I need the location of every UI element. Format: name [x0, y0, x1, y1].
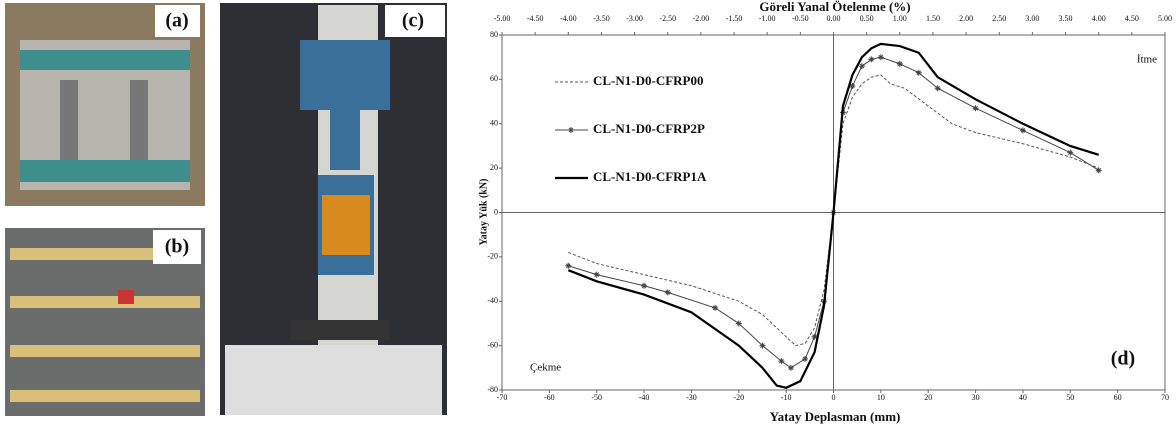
- y-tick-label: 0: [494, 207, 498, 216]
- y-tick-label: -20: [487, 252, 498, 261]
- legend-label: CL-N1-D0-CFRP2P: [593, 121, 705, 136]
- x2-tick-label: 5.00: [1158, 14, 1172, 23]
- panel-label: (d): [1111, 348, 1135, 370]
- x-tick-label: 30: [972, 393, 980, 402]
- x-tick-label: -70: [497, 393, 508, 402]
- legend-marker: [568, 127, 574, 133]
- x2-tick-label: 4.50: [1125, 14, 1139, 23]
- x-tick-label: 20: [924, 393, 932, 402]
- marker: [877, 54, 884, 61]
- marker: [858, 63, 865, 70]
- marker: [896, 60, 903, 67]
- panel-label: (c): [402, 10, 424, 32]
- x-tick-label: 40: [1019, 393, 1027, 402]
- x-tick-label: 0: [832, 393, 836, 402]
- y-tick-label: -40: [487, 296, 498, 305]
- x2-tick-label: -3.50: [593, 14, 610, 23]
- x-tick-label: 10: [877, 393, 885, 402]
- y-tick-label: 20: [490, 163, 498, 172]
- photo-c: [220, 3, 447, 415]
- x2-tick-label: -2.00: [693, 14, 710, 23]
- series-line: [567, 42, 1100, 389]
- x-axis-label: Yatay Deplasman (mm): [770, 409, 901, 424]
- y-tick-label: 60: [490, 74, 498, 83]
- marker: [735, 320, 742, 327]
- x2-tick-label: 2.00: [959, 14, 973, 23]
- marker: [565, 262, 572, 269]
- x2-tick-label: -3.00: [626, 14, 643, 23]
- panel-label: (a): [165, 10, 188, 32]
- x2-tick-label: -1.50: [726, 14, 743, 23]
- x-tick-label: 50: [1066, 393, 1074, 402]
- x2-tick-label: 0.50: [860, 14, 874, 23]
- x-tick-label: -30: [686, 393, 697, 402]
- x2-tick-label: 2.50: [992, 14, 1006, 23]
- y-tick-label: -80: [487, 385, 498, 394]
- photo-b: [5, 228, 205, 416]
- panel-label: (b): [165, 236, 189, 258]
- series-line: [568, 74, 1099, 347]
- chart-title: Göreli Yanal Ötelenme (%): [759, 0, 910, 14]
- x2-tick-label: -5.00: [494, 14, 511, 23]
- x-tick-label: 70: [1161, 393, 1169, 402]
- marker: [972, 105, 979, 112]
- y-tick-label: 40: [490, 119, 498, 128]
- marker: [849, 83, 856, 90]
- x-tick-label: -10: [781, 393, 792, 402]
- x2-tick-label: -1.00: [759, 14, 776, 23]
- x-tick-label: -40: [639, 393, 650, 402]
- x-tick-label: -20: [733, 393, 744, 402]
- marker: [1095, 167, 1102, 174]
- marker: [787, 364, 794, 371]
- marker: [915, 69, 922, 76]
- marker: [712, 304, 719, 311]
- marker: [868, 56, 875, 63]
- marker: [934, 85, 941, 92]
- x-tick-label: -50: [591, 393, 602, 402]
- annotation: İtme: [1137, 54, 1157, 66]
- x2-tick-label: 4.00: [1092, 14, 1106, 23]
- y-tick-label: 80: [490, 30, 498, 39]
- x2-tick-label: -2.50: [659, 14, 676, 23]
- legend-label: CL-N1-D0-CFRP1A: [593, 169, 707, 184]
- annotation: Çekme: [530, 362, 561, 374]
- x2-tick-label: -0.50: [792, 14, 809, 23]
- legend-label: CL-N1-D0-CFRP00: [593, 73, 703, 88]
- marker: [1067, 149, 1074, 156]
- x-tick-label: -60: [544, 393, 555, 402]
- x-tick-label: 60: [1114, 393, 1122, 402]
- x2-tick-label: 0.00: [827, 14, 841, 23]
- marker: [664, 289, 671, 296]
- marker: [778, 358, 785, 365]
- x2-tick-label: -4.50: [527, 14, 544, 23]
- marker: [802, 355, 809, 362]
- x2-tick-label: 1.50: [926, 14, 940, 23]
- photo-a: [5, 3, 205, 206]
- marker: [593, 271, 600, 278]
- y-tick-label: -60: [487, 340, 498, 349]
- marker: [811, 333, 818, 340]
- x2-tick-label: -4.00: [560, 14, 577, 23]
- marker: [1019, 127, 1026, 134]
- y-axis-label: Yatay Yük (kN): [478, 179, 489, 246]
- x2-tick-label: 3.00: [1025, 14, 1039, 23]
- marker: [641, 282, 648, 289]
- marker: [759, 342, 766, 349]
- x2-tick-label: 3.50: [1059, 14, 1073, 23]
- x2-tick-label: 1.00: [893, 14, 907, 23]
